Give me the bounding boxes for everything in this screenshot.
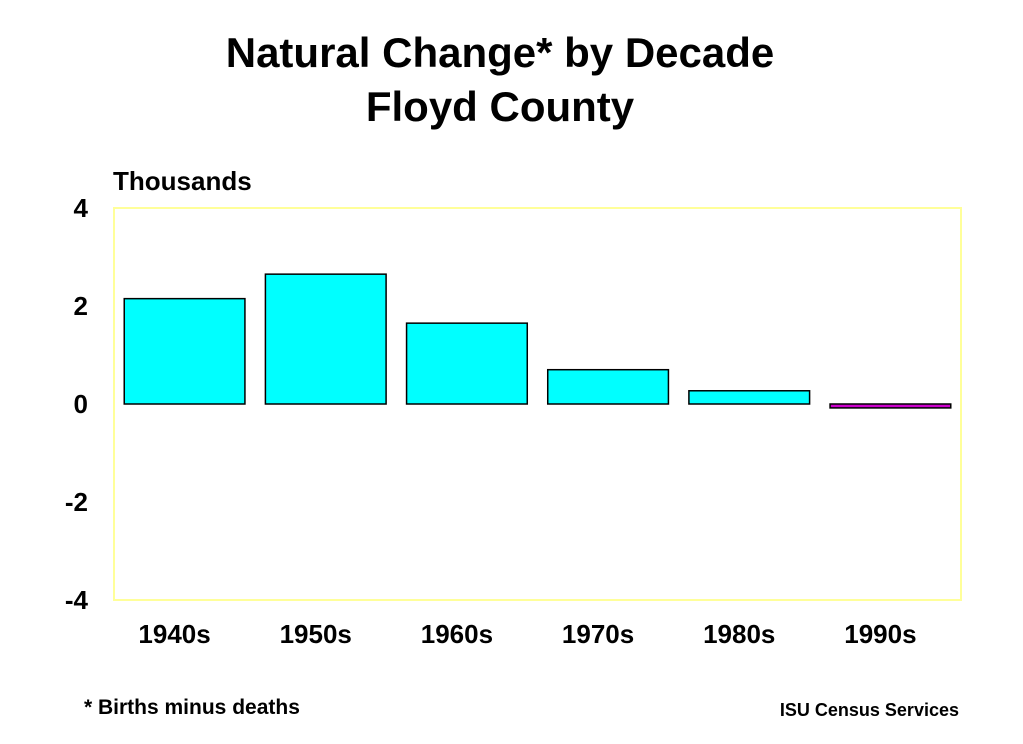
y-tick-label: 2 [74, 291, 88, 321]
bar-1950s [264, 273, 387, 405]
bar-1970s [546, 368, 670, 405]
x-tick-label-1970s: 1970s [562, 619, 634, 649]
footnote: * Births minus deaths [84, 696, 300, 719]
x-tick-label-1940s: 1940s [138, 619, 210, 649]
bar-1980s [688, 390, 811, 405]
bar-1990s [829, 403, 952, 409]
chart-title-line1: Natural Change* by Decade [225, 29, 775, 76]
bar-1960s [405, 322, 529, 405]
bar-1940s [123, 297, 246, 405]
source-credit: ISU Census Services [779, 700, 959, 720]
x-tick-label-1990s: 1990s [844, 619, 916, 649]
chart-title: Natural Change* by Decade Floyd County [0, 26, 1000, 134]
y-tick-label: -4 [65, 585, 89, 615]
plot-area [113, 207, 962, 601]
y-tick-label: 4 [74, 193, 89, 223]
chart-title-line2: Floyd County [365, 83, 635, 130]
y-tick-label: 0 [74, 389, 88, 419]
x-ticks: 1940s 1950s 1960s 1970s 1980s 1990s [138, 619, 916, 649]
x-tick-label-1960s: 1960s [421, 619, 493, 649]
x-tick-label-1980s: 1980s [703, 619, 775, 649]
bars [123, 273, 952, 409]
y-tick-label: -2 [65, 487, 88, 517]
x-tick-label-1950s: 1950s [280, 619, 352, 649]
y-ticks: 4 2 0 -2 -4 [65, 193, 89, 615]
y-axis-label: Thousands [113, 166, 252, 196]
